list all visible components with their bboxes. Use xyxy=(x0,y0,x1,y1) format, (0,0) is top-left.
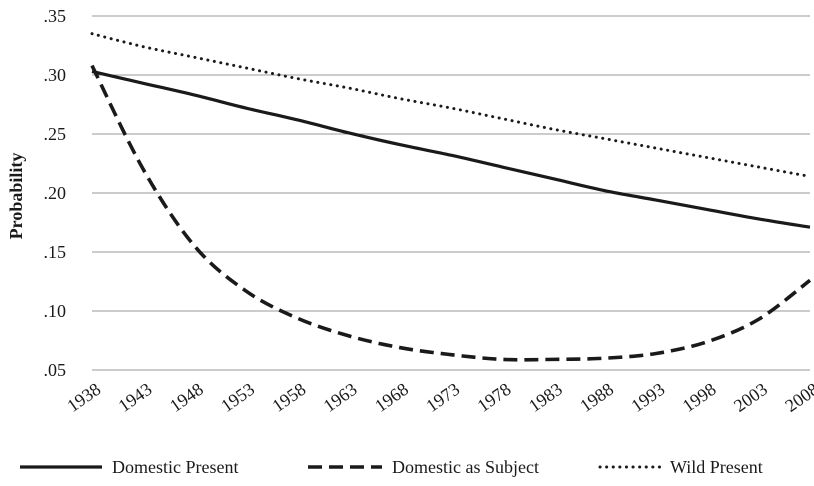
x-tick-label: 1983 xyxy=(525,379,566,416)
y-tick-label: .15 xyxy=(44,242,67,262)
legend-label: Wild Present xyxy=(670,457,763,477)
x-tick-label: 1993 xyxy=(627,379,668,416)
legend-item-domestic-as-subject: Domestic as Subject xyxy=(308,457,539,477)
x-tick-label: 1998 xyxy=(679,379,720,416)
series-lines xyxy=(90,32,812,362)
legend-item-wild-present: Wild Present xyxy=(598,457,763,477)
y-tick-label: .30 xyxy=(44,65,67,85)
y-tick-label: .35 xyxy=(44,6,67,26)
x-tick-label: 1938 xyxy=(63,379,104,416)
x-tick-label: 2003 xyxy=(730,379,771,416)
gridlines xyxy=(92,15,810,371)
x-tick-label: 1973 xyxy=(422,379,463,416)
x-tick-label: 1968 xyxy=(371,379,412,416)
series-line-domestic-as-subject xyxy=(90,64,812,362)
x-tick-labels: 1938 1943 1948 1953 1958 1963 1968 1973 1978 1983… xyxy=(63,379,814,416)
x-tick-label: 1963 xyxy=(320,379,361,416)
x-tick-label: 1978 xyxy=(474,379,515,416)
y-tick-label: .20 xyxy=(44,183,67,203)
legend-label: Domestic Present xyxy=(112,457,238,477)
y-tick-label: .25 xyxy=(44,124,67,144)
x-tick-label: 1988 xyxy=(576,379,617,416)
x-tick-label: 1943 xyxy=(115,379,156,416)
legend-label: Domestic as Subject xyxy=(392,457,539,477)
x-tick-label: 1953 xyxy=(217,379,258,416)
x-tick-label: 1958 xyxy=(268,379,309,416)
y-tick-label: .10 xyxy=(44,301,67,321)
legend-item-domestic-present: Domestic Present xyxy=(20,457,238,477)
y-tick-label: .05 xyxy=(44,360,67,380)
y-axis-label: Probability xyxy=(6,153,26,240)
x-tick-label: 2008 xyxy=(781,379,814,416)
legend: Domestic Present Domestic as Subject Wild … xyxy=(20,457,763,477)
x-tick-label: 1948 xyxy=(166,379,207,416)
series-line-domestic-present xyxy=(91,69,811,229)
series-line-wild-present xyxy=(90,32,812,178)
y-tick-labels: .05 .10 .15 .20 .25 .30 .35 xyxy=(44,6,67,380)
